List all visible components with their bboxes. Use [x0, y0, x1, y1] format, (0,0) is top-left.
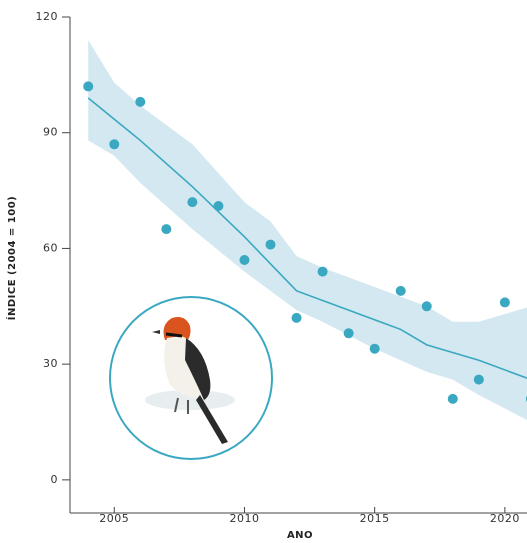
x-tick-label: 2005 — [99, 512, 129, 525]
data-point — [395, 285, 406, 296]
plot-area: 0 30 60 90 120 2005 2010 2015 2020 — [36, 10, 527, 525]
data-point — [187, 197, 198, 208]
data-point — [291, 312, 302, 323]
data-point — [421, 301, 432, 312]
y-axis-title: ÍNDICE (2004 = 100) — [5, 196, 18, 320]
y-tick-label: 120 — [36, 10, 59, 23]
x-axis-title: ANO — [287, 530, 313, 541]
trend-line — [87, 97, 527, 379]
x-tick-label: 2015 — [360, 512, 390, 525]
y-tick-label: 0 — [51, 473, 59, 486]
y-tick-label: 90 — [43, 126, 58, 139]
confidence-band — [88, 40, 527, 420]
data-point — [473, 374, 484, 385]
data-point — [135, 96, 146, 107]
y-tick-label: 30 — [43, 357, 58, 370]
data-point — [109, 139, 120, 150]
data-point — [239, 255, 250, 265]
data-point — [369, 343, 380, 354]
data-point — [265, 239, 276, 250]
x-tick-label: 2020 — [490, 512, 520, 525]
data-point — [317, 266, 328, 277]
data-point — [83, 81, 94, 92]
data-point — [343, 328, 354, 339]
data-point — [447, 393, 458, 404]
y-tick-label: 60 — [43, 241, 58, 254]
data-point — [161, 224, 172, 235]
data-point — [213, 201, 224, 211]
x-tick-label: 2010 — [229, 512, 259, 525]
data-point — [499, 297, 510, 308]
bird-illustration — [109, 296, 273, 460]
